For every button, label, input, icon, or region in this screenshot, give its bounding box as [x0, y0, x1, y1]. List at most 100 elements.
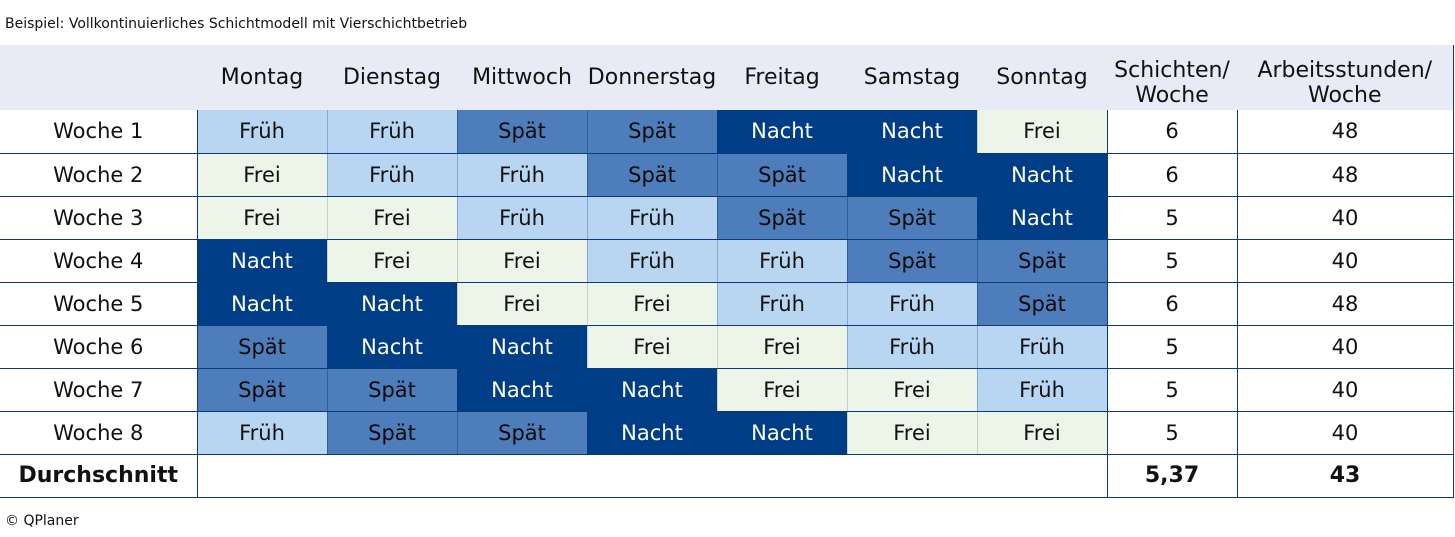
day-header-friday: Freitag: [744, 65, 820, 90]
week-label: Woche 3: [0, 196, 197, 240]
shift-cell: Spät: [196, 368, 327, 412]
shift-cell: Früh: [586, 196, 717, 240]
average-row: Durchschnitt 5,37 43: [0, 454, 1454, 498]
shift-cell: Früh: [456, 153, 587, 197]
shifts-per-week-header-line1: Schichten/: [1114, 57, 1230, 83]
shift-cell: Früh: [716, 282, 847, 326]
header-corner: [0, 45, 197, 110]
table-row: Woche 2 Frei Früh Früh Spät Spät Nacht Nacht 6 48: [0, 153, 1454, 197]
shifts-per-week-header: Schichten/Woche: [1107, 45, 1237, 110]
table-row: Woche 4 Nacht Frei Frei Früh Früh Spät Spät 5 40: [0, 239, 1454, 283]
shift-cell: Früh: [716, 239, 847, 283]
shift-cell: Nacht: [716, 411, 847, 455]
week-label: Woche 1: [0, 110, 197, 154]
shift-cell: Frei: [196, 196, 327, 240]
hours-per-week-header-line2: Woche: [1308, 82, 1382, 108]
shift-cell: Frei: [846, 368, 977, 412]
shift-cell: Frei: [976, 411, 1107, 455]
shift-cell: Spät: [716, 153, 847, 197]
shifts-count-cell: 6: [1106, 110, 1237, 154]
shift-cell: Frei: [456, 282, 587, 326]
shift-cell: Spät: [846, 196, 977, 240]
shift-cell: Frei: [716, 325, 847, 369]
shift-cell: Nacht: [976, 153, 1107, 197]
shifts-per-week-header-line2: Woche: [1135, 82, 1209, 108]
shift-cell: Spät: [586, 110, 717, 154]
shift-cell: Nacht: [846, 110, 977, 154]
table-row: Woche 3 Frei Frei Früh Früh Spät Spät Nacht 5 40: [0, 196, 1454, 240]
shifts-count-cell: 6: [1106, 153, 1237, 197]
shift-cell: Spät: [456, 110, 587, 154]
table-row: Woche 8 Früh Spät Spät Nacht Nacht Frei Frei 5 40: [0, 411, 1454, 455]
hours-cell: 40: [1236, 239, 1454, 283]
shift-cell: Spät: [326, 368, 457, 412]
shift-cell: Früh: [976, 368, 1107, 412]
shift-cell: Früh: [456, 196, 587, 240]
average-label: Durchschnitt: [0, 454, 197, 498]
shift-cell: Frei: [326, 196, 457, 240]
shifts-count-cell: 5: [1106, 368, 1237, 412]
day-header-tuesday: Dienstag: [342, 65, 442, 90]
week-label: Woche 5: [0, 282, 197, 326]
table-footer: Durchschnitt 5,37 43: [0, 454, 1454, 498]
day-header-wednesday: Mittwoch: [472, 65, 572, 90]
hours-cell: 40: [1236, 368, 1454, 412]
week-label: Woche 2: [0, 153, 197, 197]
shift-cell: Früh: [326, 110, 457, 154]
shift-cell: Nacht: [326, 282, 457, 326]
week-label: Woche 8: [0, 411, 197, 455]
hours-cell: 48: [1236, 110, 1454, 154]
hours-cell: 40: [1236, 411, 1454, 455]
table-row: Woche 6 Spät Nacht Nacht Frei Frei Früh Früh 5 40: [0, 325, 1454, 369]
shift-cell: Nacht: [326, 325, 457, 369]
caption: Beispiel: Vollkontinuierliches Schichtmo…: [5, 16, 468, 32]
shift-plan-table: Montag Dienstag Mittwoch Donnerstag Frei…: [0, 45, 1454, 498]
shifts-count-cell: 6: [1106, 282, 1237, 326]
shift-cell: Frei: [976, 110, 1107, 154]
shift-cell: Früh: [846, 282, 977, 326]
copyright-notice: © QPlaner: [5, 513, 79, 529]
hours-cell: 40: [1236, 196, 1454, 240]
table-row: Woche 7 Spät Spät Nacht Nacht Frei Frei Früh 5 40: [0, 368, 1454, 412]
shift-cell: Spät: [456, 411, 587, 455]
shift-cell: Frei: [846, 411, 977, 455]
shift-cell: Nacht: [586, 368, 717, 412]
hours-per-week-header: Arbeitsstunden/Woche: [1237, 45, 1454, 110]
shift-cell: Spät: [586, 153, 717, 197]
shift-cell: Frei: [196, 153, 327, 197]
shift-cell: Nacht: [846, 153, 977, 197]
table-body: Woche 1 Früh Früh Spät Spät Nacht Nacht Frei 6 48…: [0, 110, 1454, 455]
shift-cell: Früh: [846, 325, 977, 369]
shift-cell: Früh: [976, 325, 1107, 369]
shifts-count-cell: 5: [1106, 411, 1237, 455]
shift-cell: Spät: [976, 282, 1107, 326]
shift-cell: Früh: [326, 153, 457, 197]
shift-cell: Frei: [326, 239, 457, 283]
shift-cell: Früh: [196, 110, 327, 154]
shift-cell: Frei: [586, 325, 717, 369]
day-header-monday: Montag: [220, 65, 304, 90]
table-header: Montag Dienstag Mittwoch Donnerstag Frei…: [0, 45, 1454, 110]
shift-cell: Nacht: [196, 282, 327, 326]
table-row: Woche 1 Früh Früh Spät Spät Nacht Nacht Frei 6 48: [0, 110, 1454, 154]
shift-cell: Frei: [456, 239, 587, 283]
day-header-sunday: Sonntag: [996, 65, 1088, 90]
shift-cell: Nacht: [716, 110, 847, 154]
average-empty-cell: [196, 454, 1107, 498]
week-label: Woche 7: [0, 368, 197, 412]
day-header-saturday: Samstag: [863, 65, 961, 90]
shifts-count-cell: 5: [1106, 196, 1237, 240]
shift-cell: Frei: [586, 282, 717, 326]
week-label: Woche 6: [0, 325, 197, 369]
shift-cell: Spät: [716, 196, 847, 240]
shift-cell: Früh: [196, 411, 327, 455]
shift-cell: Früh: [586, 239, 717, 283]
shift-cell: Nacht: [196, 239, 327, 283]
shift-cell: Nacht: [456, 368, 587, 412]
average-shifts-count: 5,37: [1106, 454, 1237, 498]
shift-cell: Spät: [846, 239, 977, 283]
hours-cell: 48: [1236, 153, 1454, 197]
shift-cell: Spät: [326, 411, 457, 455]
week-label: Woche 4: [0, 239, 197, 283]
shift-cell: Spät: [196, 325, 327, 369]
